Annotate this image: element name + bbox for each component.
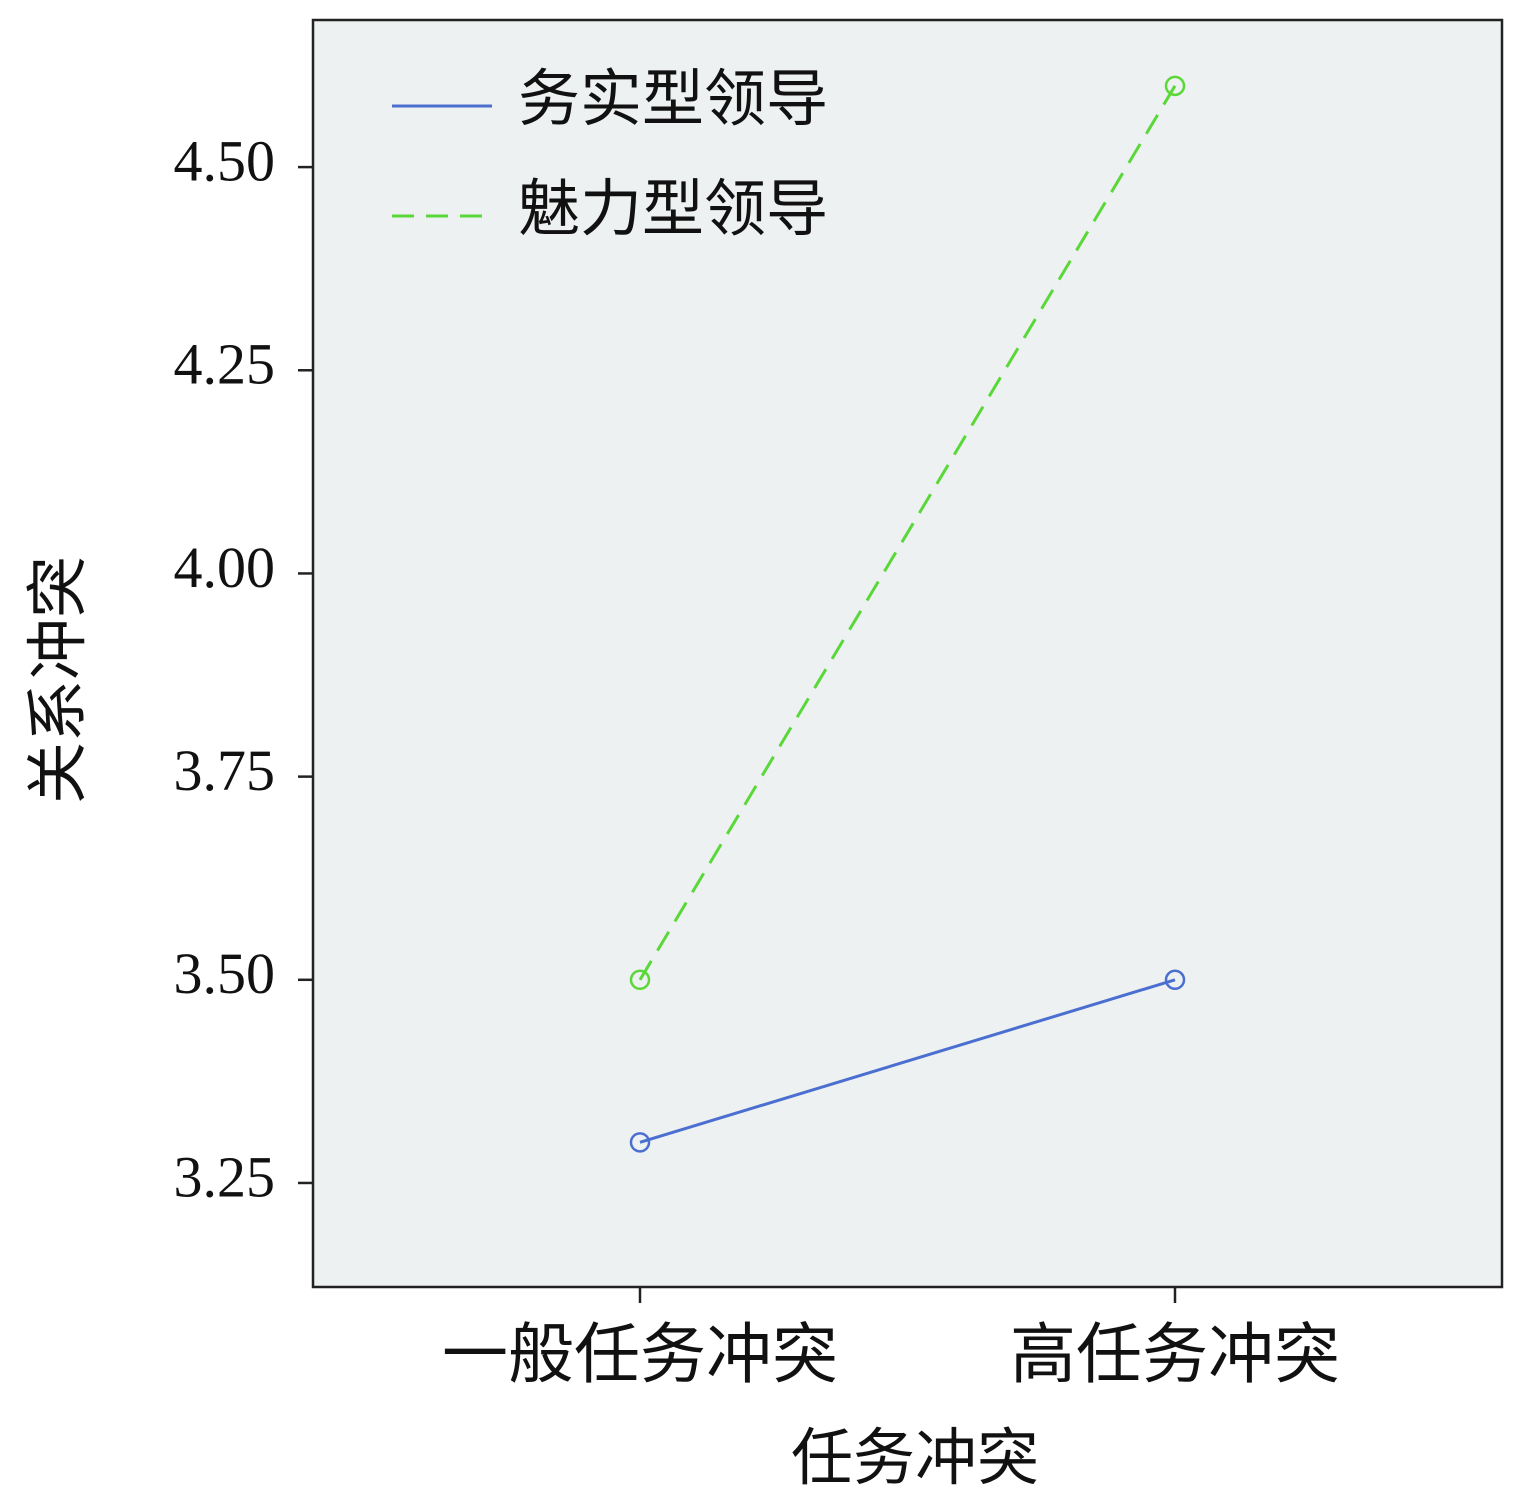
y-tick-label: 3.25 [174,1144,276,1209]
series-line [638,85,1177,981]
data-point [629,1132,651,1153]
data-point [1164,969,1186,991]
x-axis-title: 任务冲突 [791,1425,1039,1493]
y-tick-label: 4.50 [174,128,276,193]
x-tick-label: 一般任务冲突 [442,1319,838,1392]
y-tick-label: 4.25 [174,332,276,397]
y-tick-label: 4.00 [174,535,276,600]
series-line [639,978,1176,1144]
data-point [1164,75,1186,97]
y-tick-label: 3.75 [174,738,276,803]
y-axis-title: 关系冲突 [25,556,93,804]
legend-label: 务实型领导 [518,66,828,134]
y-tick-label: 3.50 [174,941,276,1006]
legend-label: 魅力型领导 [518,176,828,244]
x-tick-label: 高任务冲突 [1010,1319,1340,1392]
plot-area [311,18,1504,1289]
data-point [629,969,651,991]
